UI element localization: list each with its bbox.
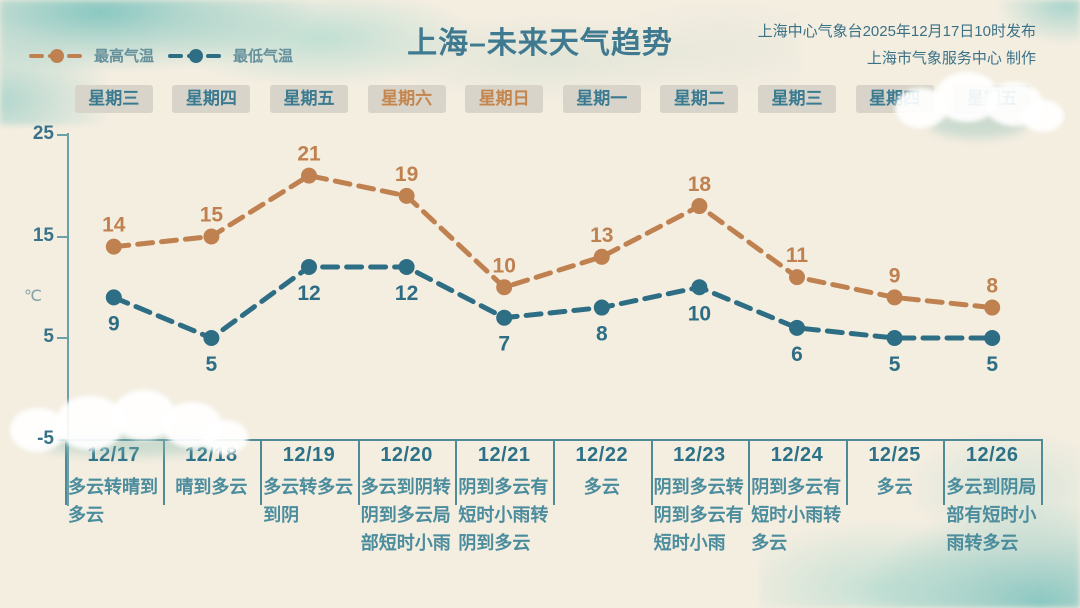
high-value-label-0: 14 bbox=[102, 214, 126, 237]
y-axis-unit-label: ℃ bbox=[24, 288, 42, 305]
low-marker-1 bbox=[203, 330, 220, 346]
high-marker-9 bbox=[984, 299, 1001, 316]
high-series-line bbox=[111, 172, 995, 311]
publisher-info: 上海中心气象台2025年12月17日10时发布 上海市气象服务中心 制作 bbox=[758, 18, 1036, 72]
high-value-label-2: 21 bbox=[297, 143, 321, 166]
low-marker-3 bbox=[398, 258, 415, 275]
low-marker-9 bbox=[984, 330, 1001, 346]
low-value-label-1: 5 bbox=[206, 353, 218, 376]
low-value-label-9: 5 bbox=[986, 353, 998, 376]
high-value-label-1: 15 bbox=[200, 204, 224, 227]
low-value-label-6: 10 bbox=[688, 302, 711, 325]
high-marker-8 bbox=[886, 289, 903, 306]
high-marker-2 bbox=[301, 167, 317, 184]
high-value-label-8: 9 bbox=[889, 264, 901, 287]
low-value-label-0: 9 bbox=[108, 312, 120, 335]
high-marker-7 bbox=[789, 269, 805, 286]
low-value-label-7: 6 bbox=[791, 343, 803, 366]
low-marker-8 bbox=[886, 330, 903, 346]
high-marker-1 bbox=[203, 228, 220, 245]
high-value-label-3: 19 bbox=[395, 163, 418, 186]
high-value-label-7: 11 bbox=[786, 244, 809, 267]
high-value-label-9: 8 bbox=[986, 275, 998, 298]
low-series-line bbox=[111, 264, 995, 341]
low-marker-4 bbox=[496, 309, 513, 326]
publisher-line2: 上海市气象服务中心 制作 bbox=[866, 50, 1036, 67]
low-marker-5 bbox=[593, 299, 610, 316]
low-value-label-3: 12 bbox=[395, 282, 418, 305]
y-axis-line bbox=[67, 133, 69, 506]
low-marker-2 bbox=[301, 258, 317, 275]
high-marker-0 bbox=[105, 238, 122, 255]
high-marker-5 bbox=[593, 248, 610, 265]
high-value-label-5: 13 bbox=[590, 224, 613, 247]
low-temperature-series: 9 5 12 12 7 8 10 6 5 5 bbox=[105, 258, 1001, 376]
high-marker-6 bbox=[691, 198, 708, 215]
high-temperature-series: 14 15 21 19 10 13 18 11 9 8 bbox=[102, 143, 1001, 316]
high-value-label-4: 10 bbox=[493, 254, 516, 277]
low-value-label-2: 12 bbox=[297, 282, 320, 305]
publisher-line1: 上海中心气象台2025年12月17日10时发布 bbox=[757, 23, 1036, 40]
low-marker-7 bbox=[789, 319, 805, 336]
low-marker-6 bbox=[691, 279, 708, 296]
high-marker-3 bbox=[398, 187, 415, 204]
low-value-label-8: 5 bbox=[889, 353, 901, 376]
high-marker-4 bbox=[496, 279, 513, 296]
low-value-label-4: 7 bbox=[498, 333, 510, 356]
low-value-label-5: 8 bbox=[596, 323, 608, 346]
high-value-label-6: 18 bbox=[688, 173, 712, 196]
low-marker-0 bbox=[105, 289, 122, 306]
table-top-border bbox=[65, 439, 1043, 441]
